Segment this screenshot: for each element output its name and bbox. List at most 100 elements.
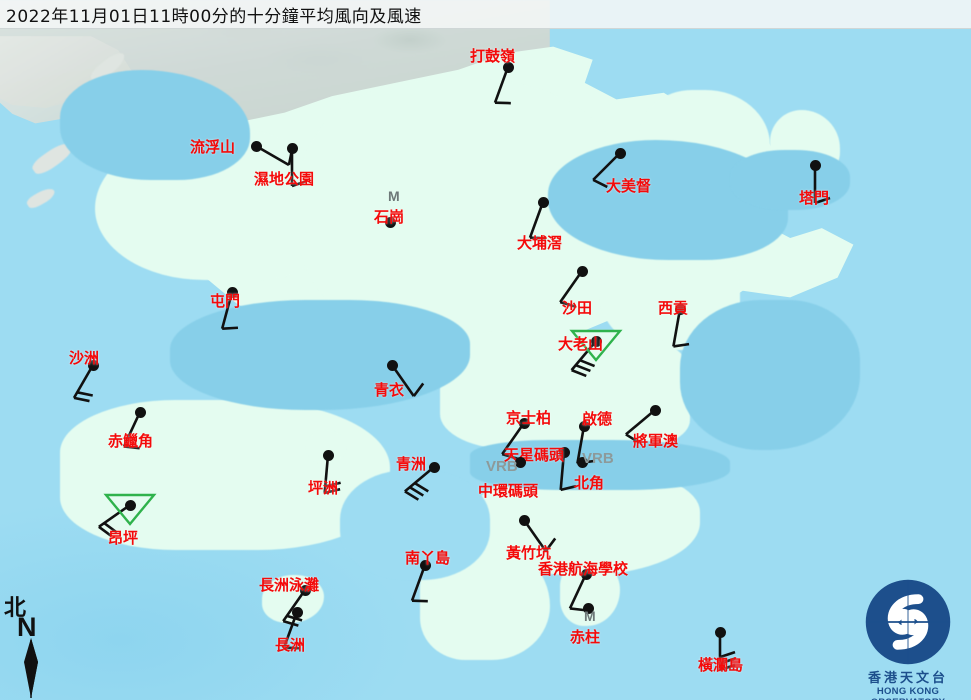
victoria-harbour-bay	[470, 440, 730, 490]
station-label: 青洲	[396, 455, 427, 473]
station-dot	[291, 606, 303, 618]
title-bar: 2022年11月01日11時00分的十分鐘平均風向及風速	[0, 0, 971, 29]
station-dot	[250, 140, 262, 152]
station-dot	[614, 147, 626, 159]
sai-kung-bay	[680, 300, 860, 450]
station-label: 中環碼頭	[478, 482, 539, 500]
variable-wind-mark: VRB	[582, 450, 614, 467]
variable-wind-mark: VRB	[486, 458, 518, 475]
station-dot	[384, 216, 396, 228]
station-label: 石崗	[374, 208, 405, 226]
station-label: 北角	[574, 474, 605, 492]
station-dot	[428, 461, 440, 473]
station-dot	[714, 626, 726, 638]
deep-bay	[60, 70, 250, 180]
station-dot	[578, 420, 590, 432]
wind-barb-icon	[625, 409, 656, 444]
hko-emblem-icon	[865, 579, 951, 665]
north-arrow-icon	[24, 638, 38, 698]
wind-barb-icon	[501, 422, 526, 460]
wind-barb-icon	[718, 632, 736, 672]
logo-label-cn: 香港天文台	[867, 671, 948, 686]
lantau-land	[60, 400, 390, 550]
wind-barb-icon	[410, 564, 428, 603]
station-label: 濕地公園	[254, 170, 315, 188]
station-dot	[518, 514, 530, 526]
gust-triangle-icon	[569, 329, 623, 362]
wind-barb-icon	[522, 519, 557, 552]
station-label: 昂坪	[108, 529, 139, 547]
station-dot	[576, 265, 588, 277]
station-dot	[124, 499, 136, 511]
station-dot	[590, 335, 602, 347]
station-dot	[674, 303, 686, 315]
station-label: 香港航海學校	[538, 560, 629, 578]
wind-barb-icon	[672, 308, 690, 348]
station-dot	[582, 602, 594, 614]
station-dot	[649, 404, 661, 416]
station-label: 大老山	[558, 335, 604, 353]
station-label: 長洲	[275, 636, 306, 654]
wind-barb-icon	[282, 611, 300, 650]
station-label: 將軍澳	[633, 432, 679, 450]
station-label: 沙洲	[69, 349, 100, 367]
compass-label-cn: 北	[4, 596, 27, 621]
station-label: 黃竹坑	[506, 544, 552, 562]
station-label: 沙田	[562, 299, 593, 317]
station-dot	[286, 142, 298, 154]
compass-rose: 北 N	[4, 590, 64, 700]
wind-barb-icon	[122, 411, 142, 450]
tolo-channel-bay	[730, 150, 850, 210]
kowloon-land	[440, 330, 690, 450]
wind-barb-icon	[98, 503, 131, 538]
wind-barb-icon	[592, 152, 621, 189]
station-label: 屯門	[210, 292, 241, 310]
station-dot	[419, 559, 431, 571]
wind-barb-icon	[220, 291, 239, 331]
station-dot	[537, 196, 549, 208]
station-dot	[809, 159, 821, 171]
station-dot	[226, 286, 238, 298]
wind-barb-icon	[528, 201, 546, 240]
hko-logo: 香港天文台 HONG KONG OBSERVATORY	[848, 578, 968, 700]
station-dot	[386, 359, 398, 371]
wind-barb-icon	[570, 340, 597, 378]
wind-barb-icon	[559, 451, 577, 492]
wind-barb-icon	[390, 364, 425, 397]
station-label: 啟德	[582, 410, 613, 428]
wind-barb-icon	[493, 66, 511, 105]
station-dot	[518, 417, 530, 429]
station-label: 青衣	[374, 381, 405, 399]
station-label: 打鼓嶺	[470, 47, 516, 65]
station-label: 橫瀾島	[698, 656, 744, 674]
station-label: 大美督	[606, 177, 652, 195]
wind-barb-icon	[404, 466, 435, 501]
station-dot	[134, 406, 146, 418]
missing-data-mark: M	[388, 188, 400, 204]
station-dot	[558, 446, 570, 458]
page-title: 2022年11月01日11時00分的十分鐘平均風向及風速	[6, 6, 422, 27]
station-label: 大埔滘	[517, 234, 563, 252]
station-dot	[580, 568, 592, 580]
station-dot	[502, 61, 514, 73]
wind-barb-icon	[290, 148, 308, 188]
station-label: 赤柱	[570, 628, 601, 646]
gust-triangle-icon	[103, 493, 157, 526]
station-dot	[514, 456, 526, 468]
missing-data-mark: M	[584, 608, 596, 624]
wind-barb-icon	[813, 165, 831, 205]
station-label: 京士柏	[506, 409, 552, 427]
station-dot	[87, 359, 99, 371]
station-label: 長洲泳灘	[259, 576, 320, 594]
station-dot	[299, 584, 311, 596]
station-dot	[576, 456, 588, 468]
urmston-road-bay	[170, 300, 470, 410]
station-dot	[322, 449, 334, 461]
wind-barb-icon	[72, 364, 95, 403]
station-label: 坪洲	[308, 479, 339, 497]
logo-label-en: HONG KONG OBSERVATORY	[871, 686, 945, 700]
station-label: 南丫島	[405, 549, 451, 567]
station-label: 塔門	[799, 189, 830, 207]
